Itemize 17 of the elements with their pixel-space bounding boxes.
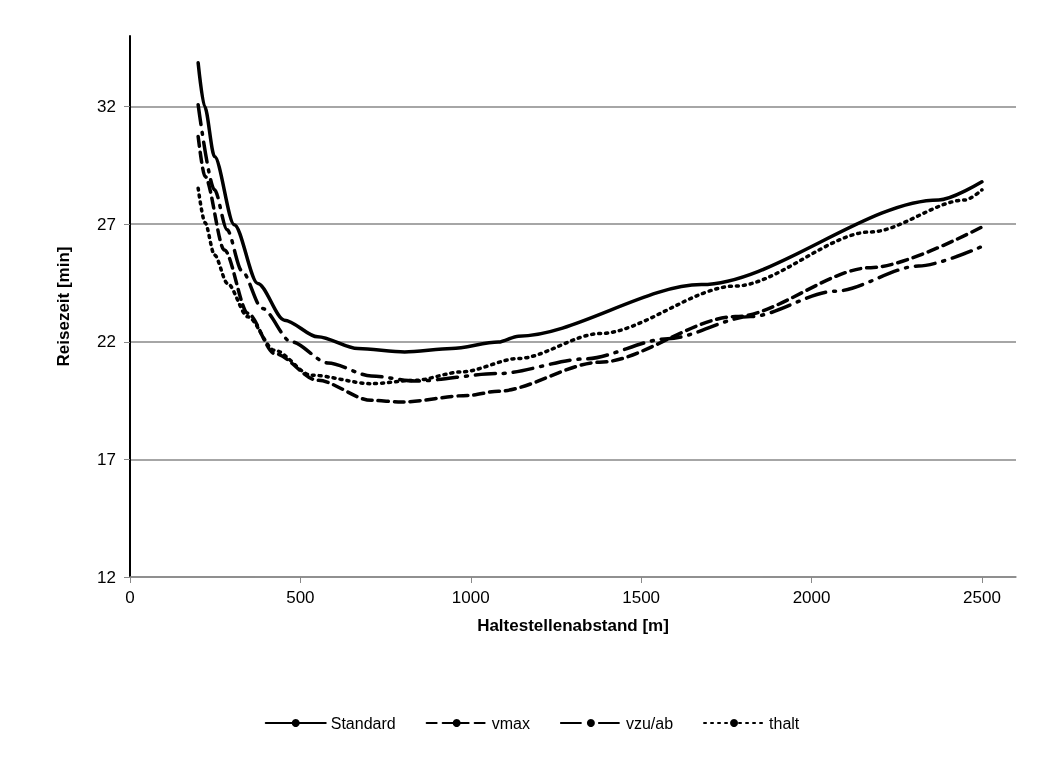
y-tick-label: 12 xyxy=(97,567,116,587)
y-tick-label: 32 xyxy=(97,97,116,117)
x-tick-label: 2000 xyxy=(792,588,831,607)
legend-label: thalt xyxy=(769,714,800,732)
y-tick-label: 22 xyxy=(97,332,116,352)
x-tick-label: 1500 xyxy=(622,588,661,607)
x-axis-title: Haltestellenabstand [m] xyxy=(477,616,669,635)
legend-label: vmax xyxy=(491,714,530,732)
legend-label: vzu/ab xyxy=(625,714,674,732)
x-tick-label: 500 xyxy=(286,588,315,607)
y-axis-title: Reisezeit [min] xyxy=(54,246,73,367)
x-tick-label: 0 xyxy=(125,588,135,607)
legend-label: Standard xyxy=(330,714,396,732)
x-tick-label: 1000 xyxy=(451,588,490,607)
x-tick-label: 2500 xyxy=(963,588,1001,607)
y-tick-label: 17 xyxy=(97,449,116,469)
y-tick-label: 27 xyxy=(97,214,116,234)
